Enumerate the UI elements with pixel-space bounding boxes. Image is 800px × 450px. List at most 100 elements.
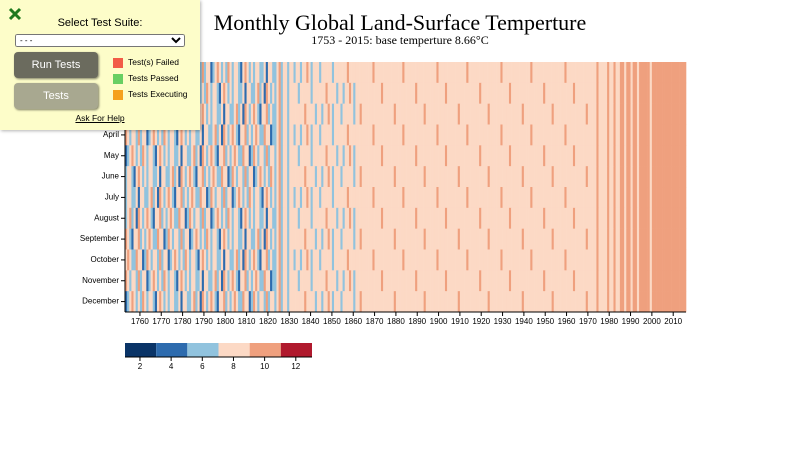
heat-cell xyxy=(577,82,580,104)
heat-cell xyxy=(511,228,514,250)
heat-cell xyxy=(167,207,171,229)
help-link[interactable]: Ask For Help xyxy=(75,113,125,123)
heat-cell xyxy=(596,103,599,125)
heat-cell xyxy=(485,145,488,167)
heat-cell xyxy=(453,291,456,313)
suite-select[interactable]: - - - xyxy=(15,34,185,47)
heat-cell xyxy=(214,166,218,188)
heat-cell xyxy=(280,187,284,209)
heat-cell xyxy=(555,82,559,104)
heat-cell xyxy=(408,103,412,125)
heat-cell xyxy=(176,207,179,229)
heat-cell xyxy=(191,249,194,271)
heat-cell xyxy=(677,145,680,167)
heat-cell xyxy=(517,166,520,188)
heat-cell xyxy=(470,62,473,84)
heat-cell xyxy=(406,249,409,271)
heat-cell xyxy=(216,145,220,167)
heat-cell xyxy=(223,145,226,167)
heat-cell xyxy=(355,62,358,84)
heat-cell xyxy=(566,270,569,292)
heat-cell xyxy=(506,228,510,250)
heat-cell xyxy=(449,82,452,104)
heat-cell xyxy=(398,291,401,313)
heat-cell xyxy=(643,207,646,229)
heat-cell xyxy=(528,207,531,229)
legend-tick-label: 8 xyxy=(231,362,236,371)
heat-cell xyxy=(587,187,591,209)
heat-cell xyxy=(421,103,424,125)
heat-cell xyxy=(383,103,386,125)
heat-cell xyxy=(184,291,188,313)
heat-cell xyxy=(483,124,486,146)
heat-cell xyxy=(259,291,262,313)
heat-cell xyxy=(466,103,469,125)
heat-cell xyxy=(622,103,625,125)
heat-cell xyxy=(609,166,612,188)
heat-cell xyxy=(257,270,260,292)
heat-cell xyxy=(383,228,386,250)
heat-cell xyxy=(376,62,380,84)
heat-cell xyxy=(494,103,497,125)
heat-cell xyxy=(261,187,264,209)
heat-cell xyxy=(613,103,616,125)
heat-cell xyxy=(400,103,403,125)
heat-cell xyxy=(464,187,467,209)
heat-cell xyxy=(389,291,392,313)
heat-cell xyxy=(144,187,147,209)
run-tests-button[interactable]: Run Tests xyxy=(14,52,98,78)
heat-cell xyxy=(125,145,128,167)
heat-cell xyxy=(127,249,130,271)
heat-cell xyxy=(272,228,275,250)
heat-cell xyxy=(342,228,346,250)
heat-cell xyxy=(615,228,619,250)
heat-cell xyxy=(270,270,273,292)
heat-cell xyxy=(329,124,333,146)
close-button[interactable] xyxy=(8,7,22,21)
heat-cell xyxy=(220,207,224,229)
heat-cell xyxy=(504,62,508,84)
heat-cell xyxy=(142,145,145,167)
heat-cell xyxy=(451,166,454,188)
heat-cell xyxy=(370,291,373,313)
heat-cell xyxy=(532,166,535,188)
heat-cell xyxy=(453,145,456,167)
heat-cell xyxy=(278,82,282,104)
heat-cell xyxy=(225,270,228,292)
heat-cell xyxy=(325,103,328,125)
heat-cell xyxy=(491,187,495,209)
heat-cell xyxy=(677,103,680,125)
heat-cell xyxy=(165,187,168,209)
heat-cell xyxy=(636,291,640,313)
heat-cell xyxy=(602,228,606,250)
heat-cell xyxy=(376,187,380,209)
heat-cell xyxy=(427,145,431,167)
tests-button[interactable]: Tests xyxy=(14,83,98,109)
heat-cell xyxy=(427,103,431,125)
heat-cell xyxy=(259,207,262,229)
heat-cell xyxy=(479,249,482,271)
heat-cell xyxy=(199,207,203,229)
heat-cell xyxy=(248,228,252,250)
heat-cell xyxy=(321,166,324,188)
heat-cell xyxy=(129,166,132,188)
heat-cell xyxy=(549,145,552,167)
heat-cell xyxy=(193,124,196,146)
heat-cell xyxy=(336,187,339,209)
heat-cell xyxy=(378,207,382,229)
heat-cell xyxy=(464,145,467,167)
heat-cell xyxy=(643,103,646,125)
heat-cell xyxy=(438,124,441,146)
heat-cell xyxy=(425,249,429,271)
heat-cell xyxy=(494,207,497,229)
heat-cell xyxy=(208,145,211,167)
heat-cell xyxy=(208,207,211,229)
heat-cell xyxy=(489,291,493,313)
heat-cell xyxy=(142,124,145,146)
heat-cell xyxy=(191,228,194,250)
heat-cell xyxy=(611,103,614,125)
heat-cell xyxy=(438,207,441,229)
heat-cell xyxy=(464,207,467,229)
x-tick-label: 1900 xyxy=(430,317,448,326)
heat-cell xyxy=(447,270,450,292)
